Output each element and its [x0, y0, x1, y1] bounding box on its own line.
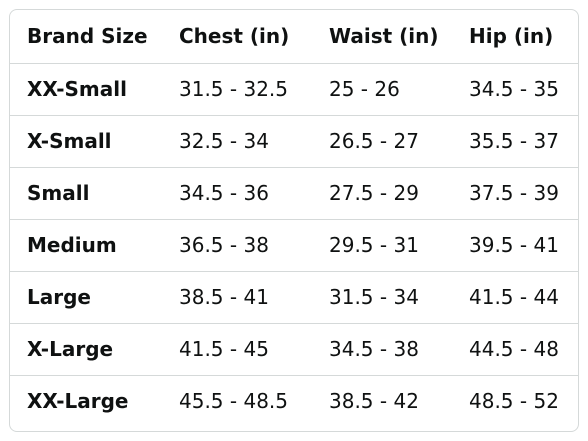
- brand-size-cell: Large: [10, 271, 162, 324]
- waist-cell: 34.5 - 38: [312, 323, 452, 376]
- chest-cell: 41.5 - 45: [162, 323, 312, 376]
- header-chest: Chest (in): [162, 10, 312, 64]
- brand-size-cell: X-Small: [10, 115, 162, 168]
- table-row: Medium 36.5 - 38 29.5 - 31 39.5 - 41: [10, 219, 578, 272]
- size-chart-table: Brand Size Chest (in) Waist (in) Hip (in…: [10, 10, 578, 427]
- chest-cell: 36.5 - 38: [162, 219, 312, 272]
- hip-cell: 48.5 - 52: [469, 389, 559, 414]
- header-hip: Hip (in): [452, 10, 578, 64]
- waist-cell: 25 - 26: [312, 63, 452, 116]
- brand-size-cell: X-Large: [10, 323, 162, 376]
- brand-size-cell: XX-Large: [27, 389, 129, 414]
- header-waist: Waist (in): [312, 10, 452, 64]
- size-chart-card: Brand Size Chest (in) Waist (in) Hip (in…: [9, 9, 579, 432]
- chest-cell: 34.5 - 36: [162, 167, 312, 220]
- waist-cell: 26.5 - 27: [312, 115, 452, 168]
- table-header-row: Brand Size Chest (in) Waist (in) Hip (in…: [10, 10, 578, 64]
- chest-cell: 45.5 - 48.5: [179, 389, 288, 414]
- header-brand-size: Brand Size: [10, 10, 162, 64]
- waist-cell: 29.5 - 31: [312, 219, 452, 272]
- hip-cell: 35.5 - 37: [452, 115, 578, 168]
- table-row: XX-Large 45.5 - 48.5 38.5 - 42 48.5 - 52: [10, 375, 578, 427]
- brand-size-cell: Medium: [10, 219, 162, 272]
- table-row: Large 38.5 - 41 31.5 - 34 41.5 - 44: [10, 271, 578, 324]
- table-row: X-Small 32.5 - 34 26.5 - 27 35.5 - 37: [10, 115, 578, 168]
- table-row: XX-Small 31.5 - 32.5 25 - 26 34.5 - 35: [10, 63, 578, 116]
- waist-cell: 38.5 - 42: [329, 389, 419, 414]
- brand-size-cell: XX-Small: [10, 63, 162, 116]
- hip-cell: 44.5 - 48: [452, 323, 578, 376]
- table-row: X-Large 41.5 - 45 34.5 - 38 44.5 - 48: [10, 323, 578, 376]
- waist-cell: 31.5 - 34: [312, 271, 452, 324]
- hip-cell: 34.5 - 35: [452, 63, 578, 116]
- table-row: Small 34.5 - 36 27.5 - 29 37.5 - 39: [10, 167, 578, 220]
- chest-cell: 32.5 - 34: [162, 115, 312, 168]
- waist-cell: 27.5 - 29: [312, 167, 452, 220]
- brand-size-cell: Small: [10, 167, 162, 220]
- hip-cell: 37.5 - 39: [452, 167, 578, 220]
- chest-cell: 31.5 - 32.5: [162, 63, 312, 116]
- hip-cell: 39.5 - 41: [452, 219, 578, 272]
- chest-cell: 38.5 - 41: [162, 271, 312, 324]
- hip-cell: 41.5 - 44: [452, 271, 578, 324]
